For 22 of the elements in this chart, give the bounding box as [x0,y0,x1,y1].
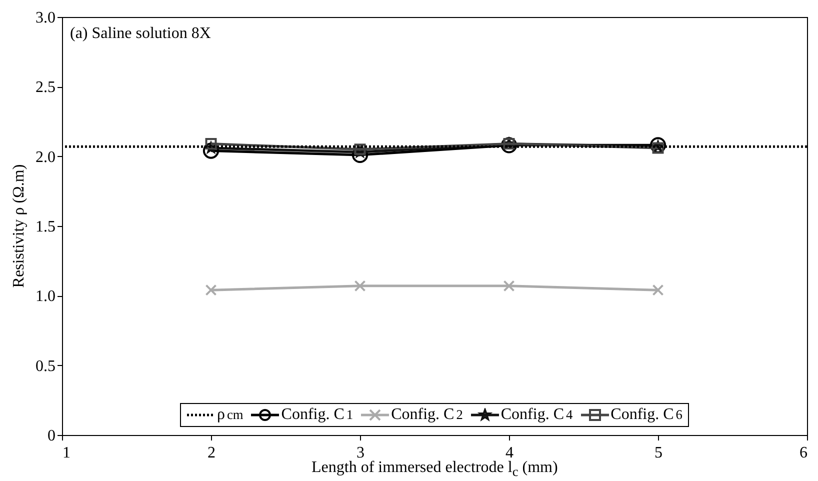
y-tick-label: 1.5 [36,218,56,236]
y-tick-label: 1.0 [36,288,56,306]
x-tick-label: 3 [356,444,364,462]
y-tick-label: 2.5 [36,79,56,96]
point [202,142,220,159]
point [503,280,515,292]
x-tick-label: 4 [506,444,514,462]
x-axis-title: Length of immersed electrode l$_{c}$ (mm) [312,459,558,480]
y-tick-label: 2.0 [36,148,56,166]
x-tick-label: 2 [208,444,216,462]
y-axis-title: Resistivity ρ (Ω.m) [10,164,28,288]
x-tick-label: 1 [62,444,70,462]
point [652,284,664,296]
point [354,280,366,292]
point [205,284,217,296]
y-tick-label: 0 [48,428,56,444]
x-tick-label: 6 [800,444,808,462]
y-tick-label: 3.0 [36,10,56,26]
y-tick-label: 0.5 [36,358,56,375]
annotation: (a) Saline solution 8X [70,25,212,42]
x-tick-label: 5 [654,444,662,462]
point [205,138,217,150]
